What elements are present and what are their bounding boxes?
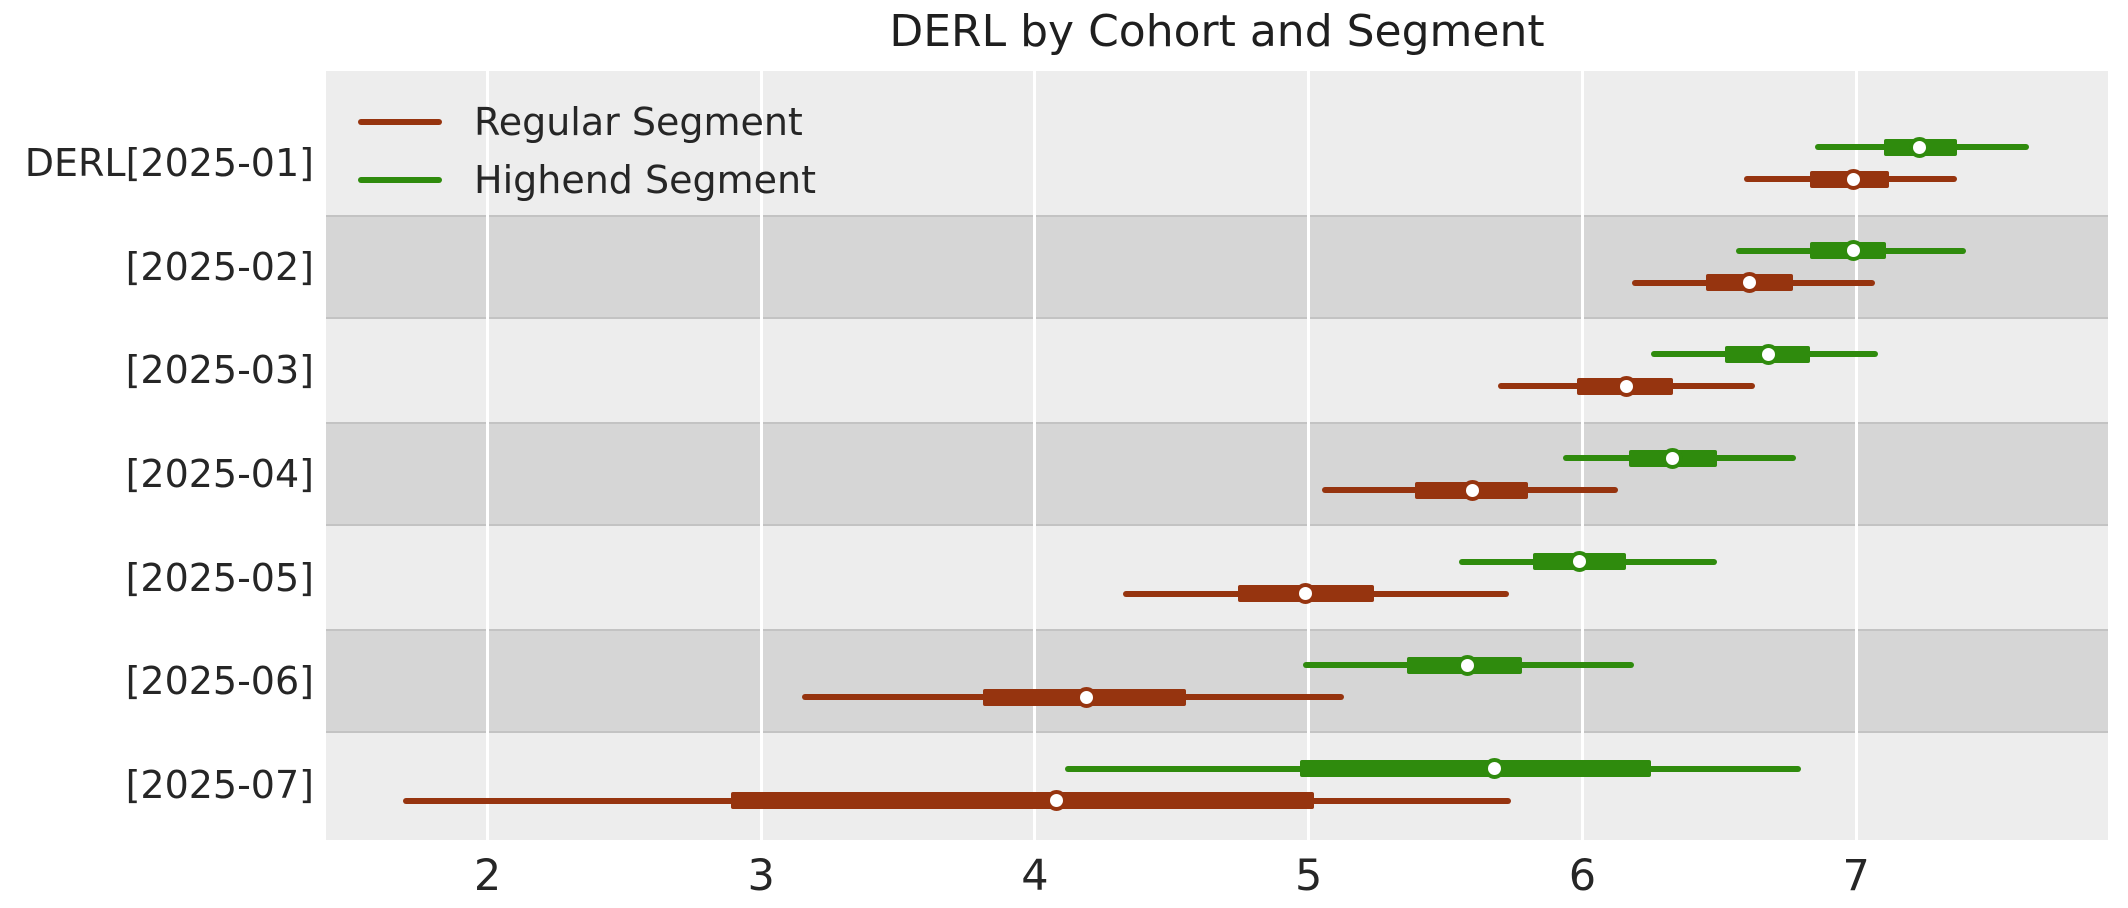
median-marker <box>1076 686 1098 708</box>
x-axis-tick-label: 5 <box>1295 851 1323 901</box>
median-marker <box>1484 758 1506 780</box>
gridline <box>1307 71 1311 840</box>
median-marker <box>1462 479 1484 501</box>
median-marker <box>1569 551 1591 573</box>
y-axis-label: [2025-06] <box>125 659 314 704</box>
median-marker <box>1758 343 1780 365</box>
gridline <box>1033 71 1037 840</box>
median-marker <box>1046 790 1068 812</box>
y-axis-label: [2025-03] <box>125 348 314 393</box>
x-axis-tick-label: 2 <box>473 851 502 901</box>
x-axis-tick-label: 6 <box>1568 851 1597 901</box>
row-band <box>326 215 2108 319</box>
legend-item-highend: Highend Segment <box>358 151 816 209</box>
row-band <box>326 733 2108 840</box>
row-band <box>326 318 2108 423</box>
x-axis-tick-label: 3 <box>747 851 775 901</box>
plot-area: Regular Segment Highend Segment <box>326 71 2108 840</box>
hdi-50-line <box>731 792 1315 810</box>
hdi-50-line <box>1300 760 1651 778</box>
median-marker <box>1908 136 1930 158</box>
row-band <box>326 422 2108 526</box>
legend-label-highend: Highend Segment <box>474 158 816 202</box>
y-axis-label: [2025-07] <box>125 762 314 807</box>
median-marker <box>1842 240 1864 262</box>
gridline <box>759 71 763 840</box>
highend-segment-line-swatch <box>358 177 442 183</box>
y-axis-label: [2025-02] <box>125 244 314 289</box>
legend-label-regular: Regular Segment <box>474 100 803 144</box>
row-band <box>326 525 2108 630</box>
gridline <box>1854 71 1858 840</box>
legend: Regular Segment Highend Segment <box>358 93 816 209</box>
x-axis-tick-label: 7 <box>1842 851 1870 901</box>
median-marker <box>1456 654 1478 676</box>
median-marker <box>1842 168 1864 190</box>
median-marker <box>1738 272 1760 294</box>
median-marker <box>1615 375 1637 397</box>
regular-segment-line-swatch <box>358 119 442 125</box>
y-axis-label: [2025-05] <box>125 555 314 600</box>
chart-title: DERL by Cohort and Segment <box>889 6 1545 57</box>
median-marker <box>1662 447 1684 469</box>
y-axis-label: DERL[2025-01] <box>24 141 314 186</box>
row-band <box>326 629 2108 733</box>
legend-item-regular: Regular Segment <box>358 93 816 151</box>
x-axis-tick-label: 4 <box>1021 851 1049 901</box>
row-band <box>326 71 2108 215</box>
median-marker <box>1295 583 1317 605</box>
gridline <box>486 71 489 840</box>
y-axis-label: [2025-04] <box>125 452 314 496</box>
